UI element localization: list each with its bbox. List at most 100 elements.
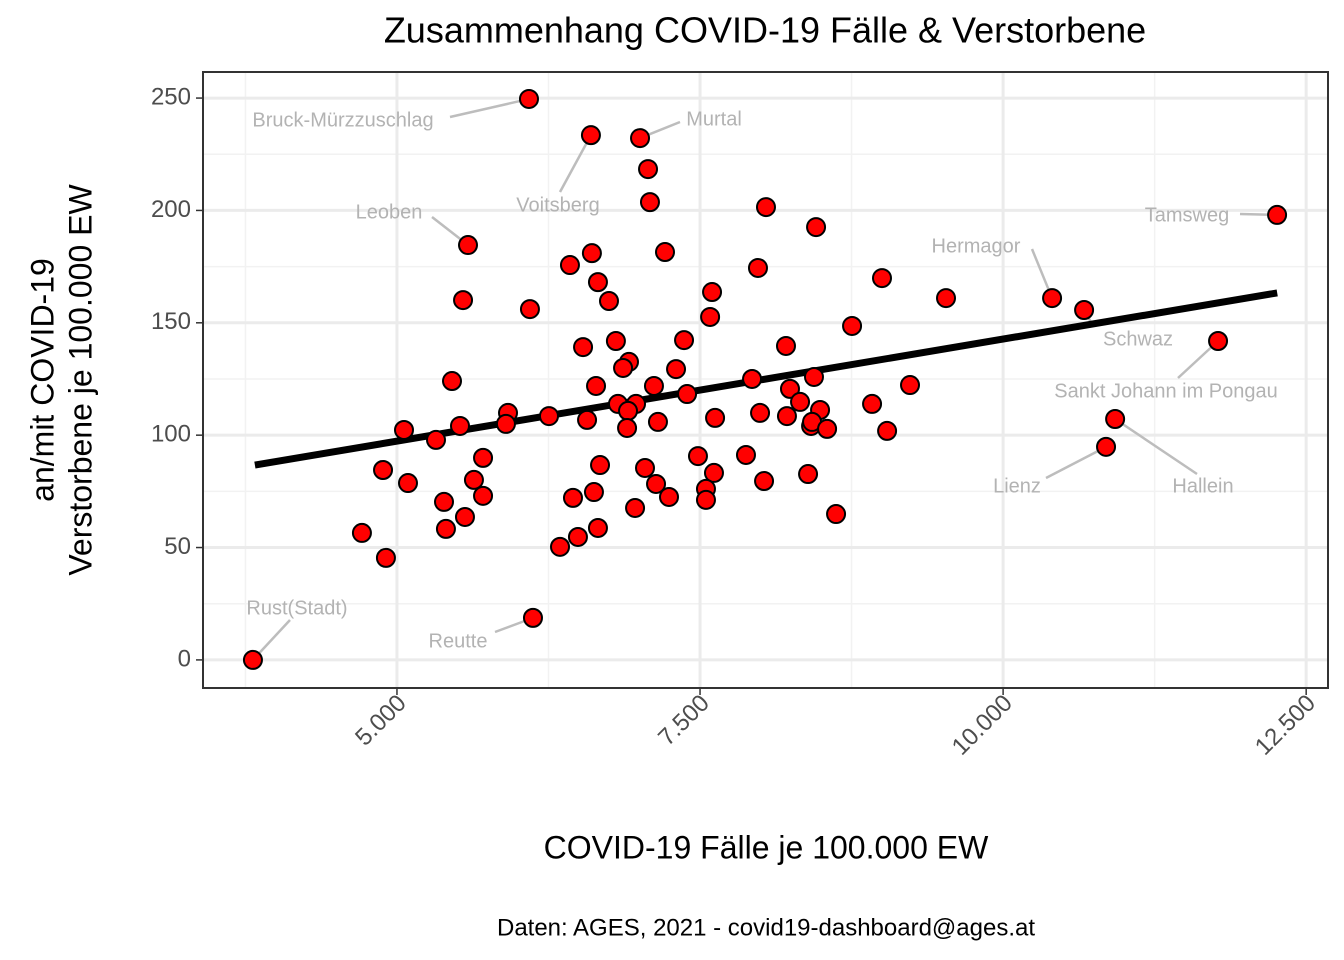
y-tick-label: 200 — [151, 196, 191, 223]
point — [655, 242, 676, 263]
point — [900, 375, 921, 396]
point — [1042, 288, 1063, 309]
point — [495, 413, 516, 434]
y-tick-label: 50 — [164, 533, 191, 560]
point-label: Voitsberg — [516, 194, 599, 216]
point — [646, 473, 667, 494]
point — [877, 420, 898, 441]
point — [450, 415, 471, 436]
point — [705, 407, 726, 428]
point — [587, 272, 608, 293]
point-label: Reutte — [429, 630, 488, 652]
point-label: Leoben — [356, 201, 423, 223]
point — [442, 371, 463, 392]
trend-line — [254, 289, 1278, 469]
point — [550, 536, 571, 557]
point — [473, 447, 494, 468]
point — [790, 391, 811, 412]
point — [674, 330, 695, 351]
point — [639, 192, 660, 213]
point — [598, 291, 619, 312]
point — [458, 235, 479, 256]
point — [700, 306, 721, 327]
point-label: Sankt Johann im Pongau — [1054, 380, 1278, 402]
point — [613, 357, 634, 378]
point — [617, 417, 638, 438]
point — [242, 649, 263, 670]
point — [583, 482, 604, 503]
point — [677, 384, 698, 405]
point — [559, 255, 580, 276]
point — [659, 486, 680, 507]
point — [638, 159, 659, 180]
point — [518, 88, 539, 109]
point — [562, 487, 583, 508]
point — [1105, 408, 1126, 429]
point — [519, 299, 540, 320]
point — [826, 504, 847, 525]
label-leader — [1114, 417, 1198, 476]
point — [776, 406, 797, 427]
point — [806, 217, 827, 238]
point-label: Bruck-Mürzzuschlag — [252, 109, 433, 131]
point — [453, 290, 474, 311]
y-tick-label: 100 — [151, 421, 191, 448]
point — [397, 473, 418, 494]
point — [393, 420, 414, 441]
point — [695, 489, 716, 510]
point — [1074, 299, 1095, 320]
point — [373, 460, 394, 481]
point — [587, 517, 608, 538]
y-axis-title: an/mit COVID-19 Verstorbene je 100.000 E… — [24, 184, 98, 576]
point — [454, 506, 475, 527]
point — [590, 455, 611, 476]
point — [618, 400, 639, 421]
point — [605, 331, 626, 352]
point — [798, 464, 819, 485]
point — [630, 128, 651, 149]
point-label: Schwaz — [1103, 328, 1173, 350]
point — [754, 471, 775, 492]
point — [803, 366, 824, 387]
point — [426, 429, 447, 450]
point-label: Hermagor — [932, 235, 1021, 257]
point-label: Murtal — [686, 108, 742, 130]
point — [647, 411, 668, 432]
point — [434, 491, 455, 512]
point — [580, 125, 601, 146]
point-label: Lienz — [993, 475, 1041, 497]
point — [687, 446, 708, 467]
point — [936, 288, 957, 309]
point-label: Rust(Stadt) — [246, 597, 347, 619]
point — [1208, 331, 1229, 352]
point — [666, 359, 687, 380]
point — [742, 368, 763, 389]
point — [703, 462, 724, 483]
y-axis-title-line: Verstorbene je 100.000 EW — [62, 184, 98, 576]
label-leader — [1045, 445, 1107, 480]
y-tick-label: 250 — [151, 83, 191, 110]
point — [577, 409, 598, 430]
point — [775, 335, 796, 356]
point — [573, 337, 594, 358]
point — [747, 257, 768, 278]
y-tick-label: 150 — [151, 308, 191, 335]
y-tick-label: 0 — [178, 645, 191, 672]
label-leader — [558, 134, 593, 193]
point — [567, 526, 588, 547]
point — [750, 402, 771, 423]
point — [625, 497, 646, 518]
point — [842, 315, 863, 336]
point — [463, 469, 484, 490]
x-axis-title: COVID-19 Fälle je 100.000 EW — [544, 829, 989, 865]
panel-border — [202, 71, 1329, 689]
chart-title: Zusammenhang COVID-19 Fälle & Verstorben… — [384, 10, 1146, 51]
point — [586, 375, 607, 396]
point — [735, 444, 756, 465]
point — [1267, 204, 1288, 225]
point — [435, 518, 456, 539]
point — [755, 197, 776, 218]
point — [473, 485, 494, 506]
point — [375, 547, 396, 568]
